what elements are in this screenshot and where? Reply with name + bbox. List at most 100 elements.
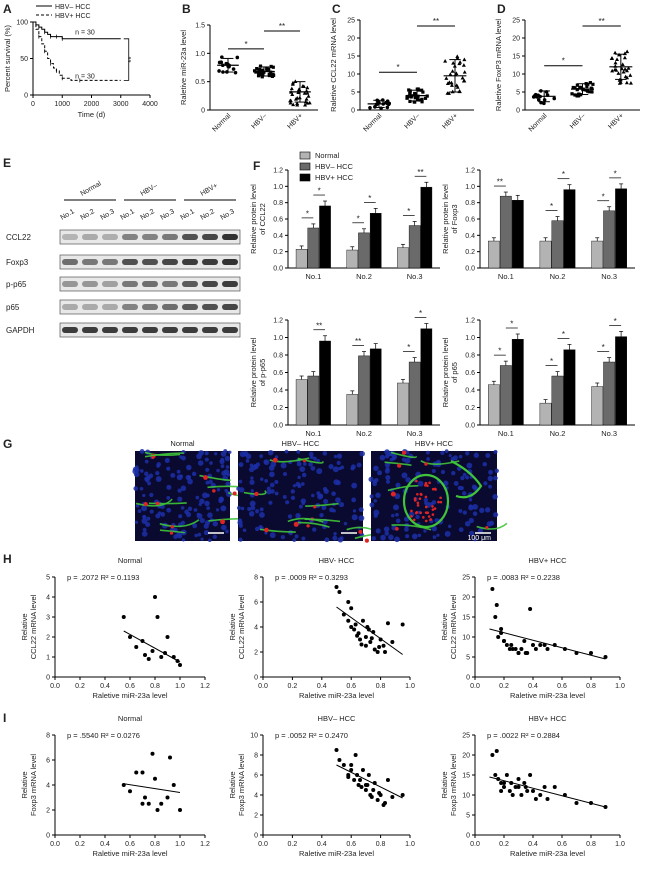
- bar: [295, 379, 308, 426]
- blot-band: [162, 234, 178, 240]
- marker-stain-red: [302, 459, 306, 463]
- x-tick-label: 1.2: [200, 841, 210, 848]
- stats-label: p = .0009 R² = 0.3293: [275, 573, 348, 582]
- nucleus-dot: [177, 488, 182, 493]
- sig-marker: *: [244, 40, 247, 49]
- nucleus-dot: [141, 505, 148, 512]
- data-point: [413, 100, 417, 104]
- x-tick-label: 0.2: [499, 683, 509, 690]
- y-axis-label: of p-p65: [258, 359, 267, 387]
- x-tick-label: HBV–: [251, 112, 269, 130]
- y-tick-label: 5: [351, 90, 355, 97]
- y-tick-label: 1.5: [195, 23, 205, 30]
- sig-marker: *: [407, 207, 410, 216]
- y-axis-label: Raletive miR-23a level: [179, 30, 188, 105]
- x-tick-label: 3000: [113, 101, 129, 108]
- y-tick-label: 0.8: [465, 200, 475, 207]
- y-tick-label: 100: [16, 20, 28, 27]
- nucleus-dot: [380, 534, 386, 541]
- nucleus-dot: [145, 521, 151, 528]
- y-tick-label: 0.2: [465, 405, 475, 412]
- marker-stain-green: [384, 461, 412, 467]
- blot-row-label: GAPDH: [6, 326, 35, 335]
- nucleus-dot: [155, 476, 162, 482]
- nucleus-dot: [374, 478, 379, 483]
- y-tick-label: 0.0: [465, 423, 475, 430]
- data-point: [369, 795, 374, 799]
- chart-title: Normal: [118, 714, 143, 723]
- x-tick-label: No.1: [305, 429, 321, 438]
- data-point: [409, 95, 413, 99]
- marker-stain-red: [413, 499, 417, 502]
- panel-letter: F: [253, 159, 260, 173]
- marker-stain-red: [395, 527, 399, 531]
- nucleus-dot: [207, 512, 213, 519]
- nucleus-dot: [477, 527, 484, 534]
- data-point: [255, 67, 259, 71]
- nucleus-dot: [384, 531, 390, 536]
- nucleus-dot: [308, 451, 314, 457]
- marker-stain-red: [220, 519, 225, 525]
- nucleus-dot: [405, 534, 410, 539]
- data-point: [349, 763, 354, 767]
- nucleus-dot: [274, 479, 279, 484]
- nucleus-dot: [239, 487, 245, 493]
- bar: [420, 328, 433, 426]
- panel-c: C 0 5 10 15 20 25 Raletive CCL22 mRNA level Norm…: [329, 2, 474, 133]
- data-point: [418, 98, 422, 102]
- nucleus-dot: [181, 538, 186, 542]
- x-axis-label: Raletive miR-23a level: [299, 691, 374, 700]
- nucleus-dot: [301, 472, 307, 478]
- x-tick-label: No.2: [550, 429, 566, 438]
- bar: [591, 386, 604, 426]
- y-tick-label: 0: [24, 93, 28, 100]
- data-point: [140, 801, 145, 806]
- sig-marker: *: [550, 357, 553, 366]
- nucleus-dot: [268, 500, 273, 505]
- data-point: [355, 633, 360, 638]
- data-point: [153, 595, 157, 599]
- data-point: [531, 789, 535, 793]
- sig-marker: **: [355, 337, 361, 346]
- nucleus-dot: [423, 497, 429, 503]
- blot-band: [122, 234, 138, 240]
- y-tick-label: 5: [466, 813, 470, 820]
- y-axis-label: Relative: [228, 771, 237, 798]
- n-label: n = 30: [75, 73, 95, 80]
- y-tick-label: 0.4: [465, 388, 475, 395]
- data-point: [146, 801, 151, 806]
- legend-label: HBV+ HCC: [315, 173, 354, 182]
- legend-swatch: [299, 151, 311, 160]
- data-point: [522, 639, 527, 643]
- y-tick-label: 20: [462, 595, 470, 602]
- lane-label: No.2: [200, 208, 216, 222]
- nucleus-dot: [238, 462, 244, 468]
- nucleus-dot: [259, 512, 265, 518]
- blot-band: [182, 281, 198, 287]
- nucleus-dot: [250, 505, 256, 511]
- nucleus-dot: [216, 488, 221, 492]
- x-tick-label: 4000: [142, 101, 158, 108]
- nucleus-dot: [373, 499, 378, 503]
- marker-stain-red: [364, 538, 369, 543]
- nucleus-dot: [179, 474, 184, 478]
- nucleus-dot: [166, 484, 172, 490]
- blot-band: [222, 304, 238, 310]
- nucleus-dot: [219, 458, 225, 465]
- nucleus-dot: [284, 449, 289, 454]
- blot-band: [142, 304, 158, 310]
- data-point: [490, 753, 495, 757]
- data-point: [143, 653, 147, 657]
- marker-stain-green: [476, 522, 508, 530]
- nucleus-dot: [203, 529, 210, 536]
- nucleus-dot: [479, 507, 485, 514]
- x-tick-label: 0.0: [258, 683, 268, 690]
- sig-marker: **: [433, 17, 439, 26]
- nucleus-dot: [333, 532, 337, 536]
- marker-stain-red: [272, 457, 278, 463]
- bar: [488, 240, 500, 269]
- x-tick-label: 1.0: [615, 841, 625, 848]
- nucleus-dot: [404, 527, 409, 532]
- nucleus-dot: [187, 475, 191, 480]
- data-point: [377, 791, 382, 795]
